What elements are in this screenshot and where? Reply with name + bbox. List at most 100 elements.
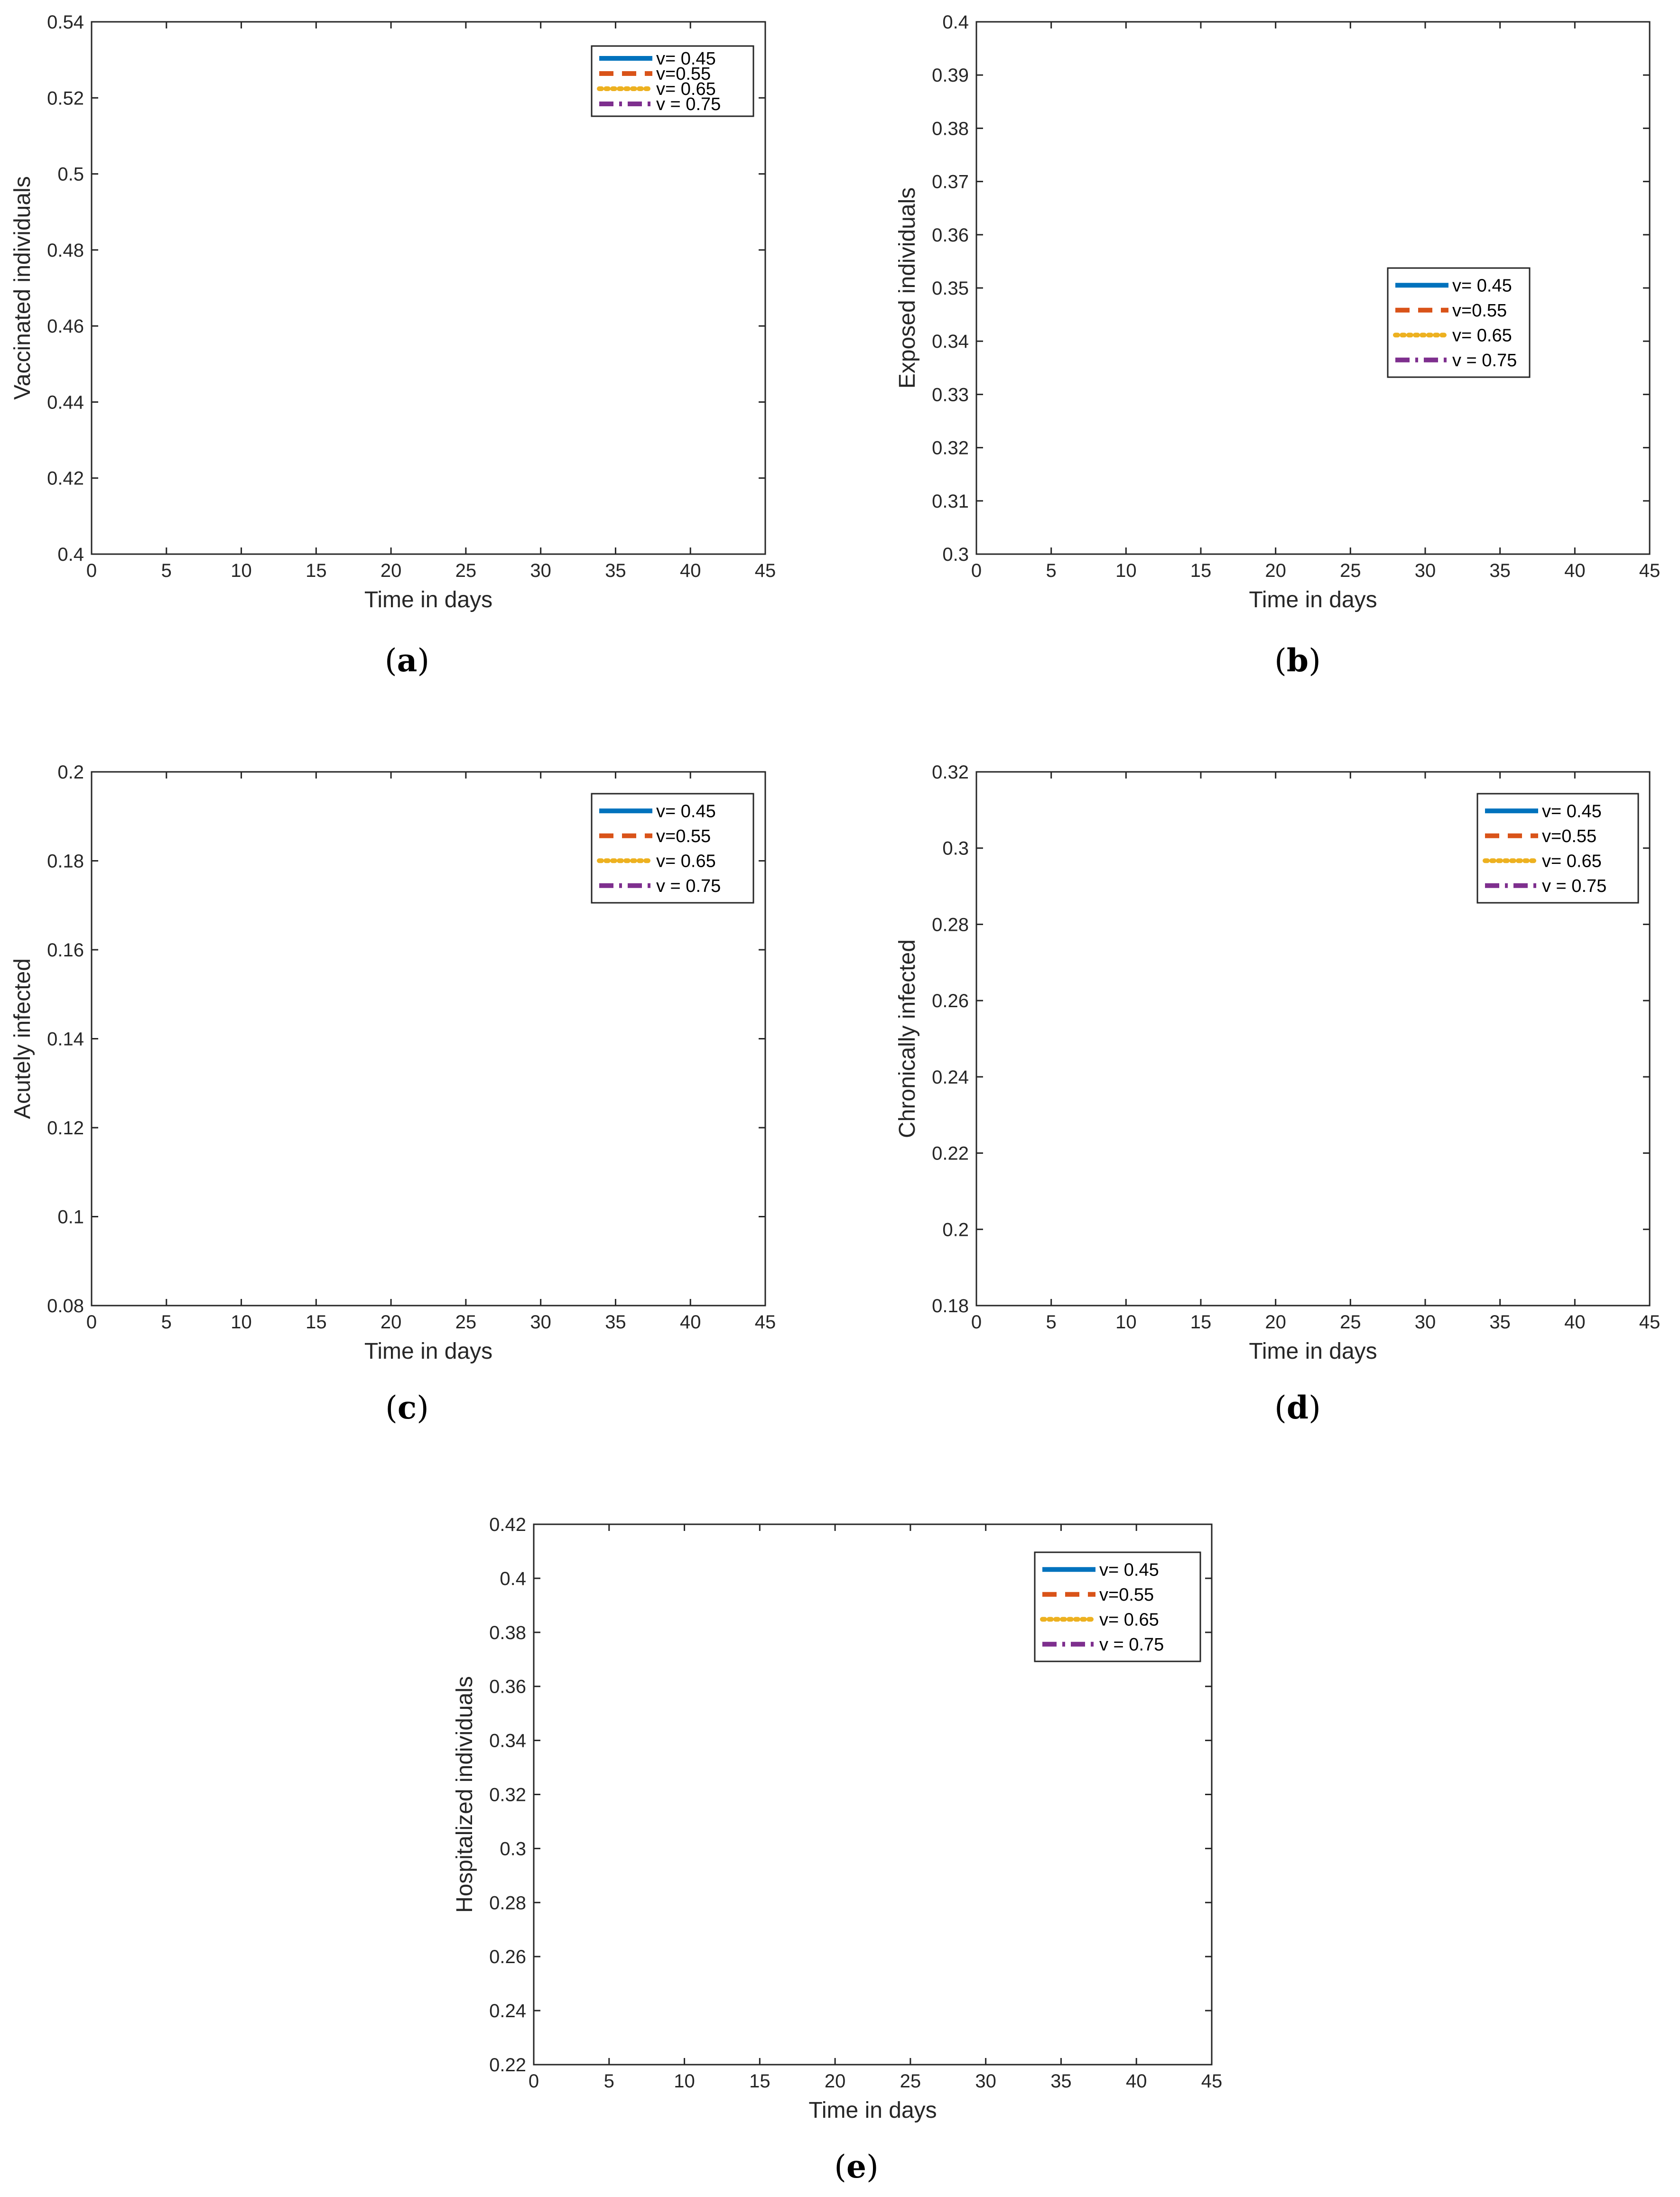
legend-label-2: v=0.55 — [1542, 826, 1596, 846]
panel-caption: (a) — [385, 642, 429, 679]
y-tick-label: 0.34 — [932, 331, 969, 352]
x-tick-label: 35 — [1050, 2071, 1072, 2092]
y-tick-label: 0.42 — [489, 1514, 526, 1535]
x-tick-label: 5 — [1046, 1312, 1057, 1333]
y-tick-label: 0.5 — [57, 164, 84, 185]
y-axis-label: Vaccinated individuals — [10, 176, 35, 399]
y-tick-label: 0.24 — [932, 1067, 969, 1088]
y-axis-label: Acutely infected — [10, 958, 35, 1119]
x-tick-label: 5 — [161, 1312, 172, 1333]
x-tick-label: 45 — [755, 1312, 776, 1333]
y-tick-label: 0.38 — [932, 118, 969, 139]
x-tick-label: 15 — [1190, 1312, 1212, 1333]
legend: v= 0.45 v=0.55 v= 0.65 v = 0.75 — [1387, 267, 1531, 378]
panel-b: 0 5 10 15 20 25 30 35 40 45 0.3 0.31 0.32 0.33 0.34 0.3… — [895, 12, 1660, 679]
x-tick-label: 5 — [604, 2071, 614, 2092]
x-tick-label: 15 — [1190, 560, 1212, 581]
y-tick-label: 0.42 — [47, 468, 84, 489]
x-axis-label: Time in days — [1249, 1339, 1377, 1364]
x-tick-label: 10 — [231, 1312, 252, 1333]
y-tick-label: 0.22 — [932, 1143, 969, 1164]
x-tick-label: 0 — [86, 1312, 97, 1333]
legend-label-2: v=0.55 — [1099, 1585, 1154, 1605]
y-tick-label: 0.4 — [942, 12, 969, 33]
legend-label-4: v = 0.75 — [656, 876, 721, 896]
x-tick-label: 40 — [1564, 560, 1586, 581]
x-tick-label: 15 — [306, 1312, 327, 1333]
y-tick-label: 0.18 — [47, 851, 84, 872]
x-tick-label: 30 — [975, 2071, 996, 2092]
x-tick-label: 25 — [900, 2071, 921, 2092]
panel-caption: (d) — [1274, 1389, 1321, 1426]
x-tick-label: 40 — [1564, 1312, 1586, 1333]
y-tick-label: 0.32 — [489, 1785, 526, 1806]
legend-label-1: v= 0.45 — [656, 49, 716, 69]
x-tick-label: 10 — [1115, 560, 1137, 581]
x-tick-label: 10 — [231, 560, 252, 581]
y-tick-label: 0.4 — [500, 1568, 526, 1589]
axes-frame — [975, 21, 1651, 555]
x-tick-label: 20 — [1265, 560, 1286, 581]
y-tick-label: 0.16 — [47, 940, 84, 961]
x-tick-label: 35 — [1489, 560, 1511, 581]
x-tick-label: 40 — [1126, 2071, 1147, 2092]
x-tick-label: 25 — [1340, 1312, 1361, 1333]
y-tick-label: 0.3 — [942, 838, 969, 859]
legend-label-3: v= 0.65 — [1452, 325, 1512, 345]
y-tick-label: 0.14 — [47, 1029, 84, 1050]
panel-caption: (b) — [1274, 642, 1321, 679]
y-tick-label: 0.36 — [489, 1677, 526, 1697]
x-tick-label: 0 — [86, 560, 97, 581]
legend-label-4: v = 0.75 — [1452, 351, 1517, 371]
legend-label-3: v= 0.65 — [656, 79, 716, 99]
panel-d: 0 5 10 15 20 25 30 35 40 45 0.18 0.2 0.22 0.24 0.26 0.2… — [895, 762, 1660, 1426]
legend: v= 0.45 v=0.55 v= 0.65 v = 0.75 — [591, 793, 754, 904]
x-tick-label: 45 — [1639, 1312, 1661, 1333]
x-tick-label: 20 — [381, 1312, 402, 1333]
y-tick-label: 0.31 — [932, 491, 969, 512]
y-tick-label: 0.35 — [932, 278, 969, 299]
y-tick-label: 0.18 — [932, 1296, 969, 1316]
y-tick-label: 0.37 — [932, 172, 969, 193]
x-tick-label: 35 — [605, 560, 626, 581]
x-tick-label: 45 — [1201, 2071, 1223, 2092]
x-tick-label: 15 — [749, 2071, 770, 2092]
x-tick-label: 40 — [680, 1312, 701, 1333]
x-tick-label: 40 — [680, 560, 701, 581]
x-tick-label: 0 — [529, 2071, 539, 2092]
y-tick-label: 0.48 — [47, 240, 84, 261]
y-tick-label: 0.36 — [932, 225, 969, 246]
legend-label-1: v= 0.45 — [1099, 1560, 1159, 1580]
x-tick-label: 35 — [1489, 1312, 1511, 1333]
y-tick-label: 0.26 — [932, 991, 969, 1011]
legend-label-2: v=0.55 — [656, 64, 711, 84]
legend-label-4: v = 0.75 — [1099, 1635, 1164, 1655]
x-axis-label: Time in days — [808, 2098, 937, 2123]
x-tick-label: 5 — [1046, 560, 1057, 581]
y-tick-label: 0.2 — [57, 762, 84, 783]
y-tick-label: 0.1 — [57, 1207, 84, 1228]
legend-label-2: v=0.55 — [656, 826, 711, 846]
y-axis-label: Hospitalized individuals — [452, 1676, 477, 1913]
y-axis-label: Chronically infected — [895, 939, 920, 1138]
x-tick-label: 0 — [971, 1312, 982, 1333]
x-tick-label: 30 — [1415, 1312, 1436, 1333]
y-tick-label: 0.34 — [489, 1731, 526, 1752]
x-tick-label: 10 — [674, 2071, 695, 2092]
legend-label-3: v= 0.65 — [1542, 851, 1602, 871]
panel-caption: (c) — [385, 1389, 429, 1426]
x-tick-label: 25 — [455, 560, 477, 581]
x-tick-label: 15 — [306, 560, 327, 581]
y-tick-label: 0.46 — [47, 316, 84, 337]
panel-e: 0 5 10 15 20 25 30 35 40 45 0.22 0.24 0.26 0.28 0.3 0.3… — [452, 1514, 1222, 2185]
x-tick-label: 20 — [1265, 1312, 1286, 1333]
legend-label-1: v= 0.45 — [656, 801, 716, 821]
y-tick-label: 0.39 — [932, 65, 969, 86]
panel-a: 0 5 10 15 20 25 30 35 40 45 0.4 0.42 0.44 0.46 0.48 0.5… — [10, 12, 776, 679]
legend-label-4: v = 0.75 — [656, 94, 721, 114]
x-tick-label: 35 — [605, 1312, 626, 1333]
y-tick-label: 0.26 — [489, 1947, 526, 1967]
y-tick-label: 0.38 — [489, 1622, 526, 1643]
y-axis-label: Exposed individuals — [895, 187, 920, 389]
